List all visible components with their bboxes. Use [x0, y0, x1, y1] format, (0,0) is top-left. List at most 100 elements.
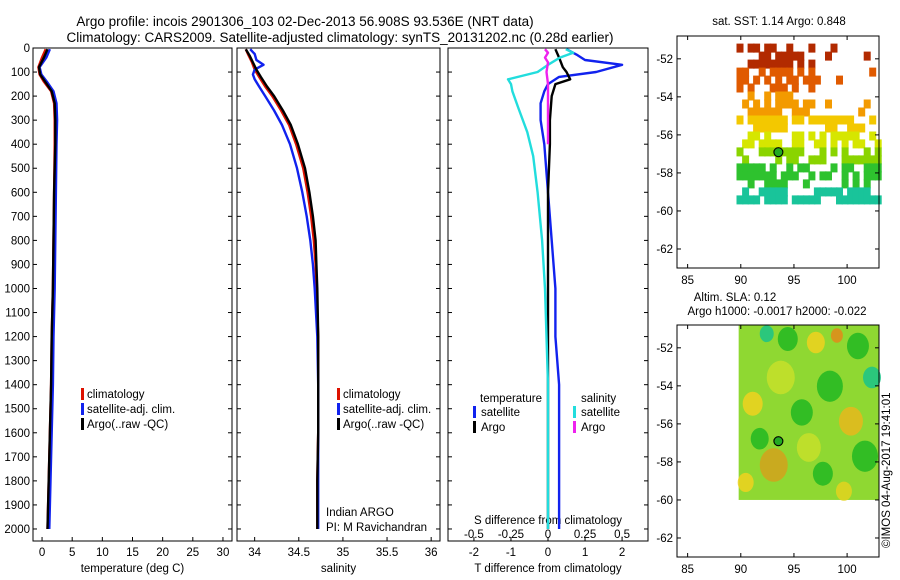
sst-pixel — [753, 131, 761, 141]
sst-pixel — [852, 131, 860, 141]
y-tick-label: 1600 — [4, 428, 30, 440]
sla-blob — [835, 481, 852, 501]
sst-pixel — [791, 155, 799, 165]
argo-position-marker — [773, 147, 784, 158]
sst-pixel — [753, 195, 761, 205]
sst-pixel — [858, 195, 866, 205]
sst-pixel — [819, 171, 827, 181]
sst-pixel — [863, 99, 871, 109]
sst-pixel — [863, 147, 871, 157]
series-line — [543, 48, 550, 145]
sst-pixel — [841, 147, 849, 157]
map-frame — [676, 324, 880, 558]
sst-pixel — [836, 75, 843, 85]
x-tick-label: 2 — [619, 547, 625, 559]
sst-pixel — [830, 163, 838, 173]
sst-pixel — [764, 187, 772, 197]
legend-swatch — [81, 403, 84, 415]
sst-pixel — [791, 75, 799, 85]
sst-pixel — [852, 123, 860, 133]
sst-pixel — [769, 163, 777, 173]
sst-pixel — [825, 99, 832, 109]
sst-pixel — [830, 131, 838, 141]
sst-pixel — [786, 171, 794, 181]
sst-pixel — [758, 171, 766, 181]
sst-pixel — [808, 115, 816, 125]
sst-pixel — [808, 75, 816, 85]
sla-blob — [851, 440, 878, 472]
sla-blob — [759, 325, 774, 343]
sst-pixel — [825, 187, 832, 197]
sla-blob — [862, 366, 881, 389]
sst-pixel — [780, 59, 788, 69]
sst-pixel — [852, 139, 860, 149]
sla-blob — [816, 370, 843, 402]
legend-swatch — [81, 388, 84, 400]
sst-pixel — [747, 179, 755, 189]
sst-pixel — [764, 75, 772, 85]
sst-pixel — [786, 43, 794, 53]
sst-pixel — [753, 123, 761, 133]
sst-pixel — [813, 75, 821, 85]
sst-pixel — [858, 155, 866, 165]
sst-pixel — [791, 195, 799, 205]
map-title: sat. SST: 1.14 Argo: 0.848 — [712, 16, 846, 28]
sst-pixel — [802, 75, 810, 85]
sst-pixel — [819, 139, 827, 149]
sst-pixel — [780, 171, 788, 181]
sst-pixel — [852, 179, 860, 189]
sst-pixel — [780, 115, 788, 125]
sst-pixel — [858, 187, 866, 197]
sst-pixel — [874, 147, 882, 157]
legend-swatch — [573, 406, 576, 418]
sla-blob — [759, 448, 788, 482]
x-tick-label: 35 — [337, 547, 350, 559]
plot-frame — [32, 47, 233, 542]
sst-pixel — [841, 155, 849, 165]
y-tick-label: 600 — [11, 187, 30, 199]
sst-pixel — [791, 115, 799, 125]
sst-pixel — [863, 179, 871, 189]
y-tick-label: 1800 — [4, 476, 30, 488]
sst-pixel — [775, 91, 783, 101]
figure-title-line2: Climatology: CARS2009. Satellite-adjuste… — [66, 30, 613, 45]
sst-pixel — [874, 195, 882, 205]
sst-pixel — [780, 83, 788, 93]
sst-pixel — [819, 131, 827, 141]
sst-pixel — [869, 67, 877, 77]
sst-pixel — [825, 51, 832, 61]
x-tick-label: 34 — [248, 547, 261, 559]
sst-pixel — [808, 43, 816, 53]
sst-pixel — [775, 107, 783, 117]
sst-pixel — [825, 123, 832, 133]
sst-pixel — [863, 163, 871, 173]
sst-pixel — [869, 171, 877, 181]
x-tick-label: 90 — [734, 275, 747, 287]
sst-pixel — [863, 155, 871, 165]
sst-pixel — [742, 75, 750, 85]
temperature-panel: 0100200300400500600700800900100011001200… — [4, 43, 233, 575]
sst-pixel — [764, 179, 772, 189]
sst-pixel — [813, 187, 821, 197]
sst-pixel — [758, 51, 766, 61]
sst-pixel — [791, 107, 799, 117]
sst-pixel — [780, 195, 788, 205]
y-tick-label: -60 — [656, 495, 673, 507]
legend-label: satellite — [481, 407, 520, 419]
y-tick-label: 1500 — [4, 404, 30, 416]
x-axis-label: temperature (deg C) — [81, 563, 185, 575]
sst-pixel — [758, 139, 766, 149]
sst-pixel — [764, 59, 772, 69]
sst-pixel — [813, 115, 821, 125]
y-tick-label: -60 — [656, 206, 673, 218]
sla-blob — [737, 472, 754, 493]
x-axis-label: salinity — [321, 563, 356, 575]
map-title: Altim. SLA: 0.12 — [694, 292, 776, 304]
y-tick-label: 1900 — [4, 500, 30, 512]
sst-pixel — [847, 187, 855, 197]
x-axis-label: T difference from climatology — [474, 563, 621, 575]
y-tick-label: 800 — [11, 235, 30, 247]
sst-pixel — [764, 147, 772, 157]
sst-pixel — [747, 83, 755, 93]
sst-pixel — [808, 171, 816, 181]
